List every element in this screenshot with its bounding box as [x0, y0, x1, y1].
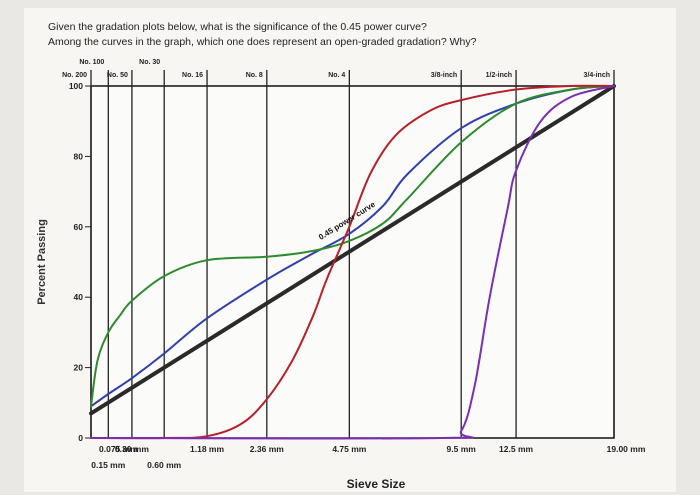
sieve-label: No. 200: [62, 72, 87, 79]
sieve-label: 1/2-inch: [486, 72, 512, 79]
sieve-label: No. 8: [246, 72, 263, 79]
x-tick-label: 19.00 mm: [607, 444, 646, 454]
y-tick-label: 0: [78, 433, 83, 443]
sieve-label: No. 50: [107, 72, 128, 79]
sieve-label: No. 30: [139, 59, 160, 66]
y-tick-label: 60: [74, 222, 84, 232]
question-line-2: Among the curves in the graph, which one…: [48, 36, 477, 48]
series-line-4: [90, 84, 615, 440]
y-tick-label: 40: [74, 292, 84, 302]
x-tick-label: 2.36 mm: [250, 444, 284, 454]
question-line-1: Given the gradation plots below, what is…: [48, 21, 427, 33]
series-line-5: [90, 85, 615, 440]
series-line-1: [89, 84, 616, 416]
sieve-label: No. 16: [182, 72, 203, 79]
plot-area: [90, 85, 615, 439]
y-tick-label: 20: [74, 363, 84, 373]
x-tick-label: 0.075 mm: [99, 444, 138, 454]
sieve-label: 3/4-inch: [584, 72, 610, 79]
sieve-label: No. 100: [79, 59, 104, 66]
tick-labels: 0 20 40 60 80 100 0.075 mm 0.15 mm 0.30 mm 0.60 m…: [62, 59, 646, 470]
x-tick-label: 4.75 mm: [332, 444, 366, 454]
x-tick-label: 0.15 mm: [91, 460, 125, 470]
series-line-3: [90, 85, 615, 408]
x-tick-label: 0.30 mm: [115, 444, 149, 454]
x-axis-label: Sieve Size: [347, 477, 406, 491]
y-tick-label: 80: [74, 151, 84, 161]
y-tick-label: 100: [69, 81, 83, 91]
x-tick-label: 0.60 mm: [147, 460, 181, 470]
x-tick-label: 1.18 mm: [190, 444, 224, 454]
sieve-label: No. 4: [328, 72, 345, 79]
y-axis-label: Percent Passing: [36, 219, 48, 305]
question-text: Given the gradation plots below, what is…: [48, 20, 476, 50]
series-layer: [89, 84, 616, 440]
x-tick-label: 12.5 mm: [499, 444, 533, 454]
sieve-label: 3/8-inch: [431, 72, 457, 79]
x-tick-label: 9.5 mm: [447, 444, 477, 454]
